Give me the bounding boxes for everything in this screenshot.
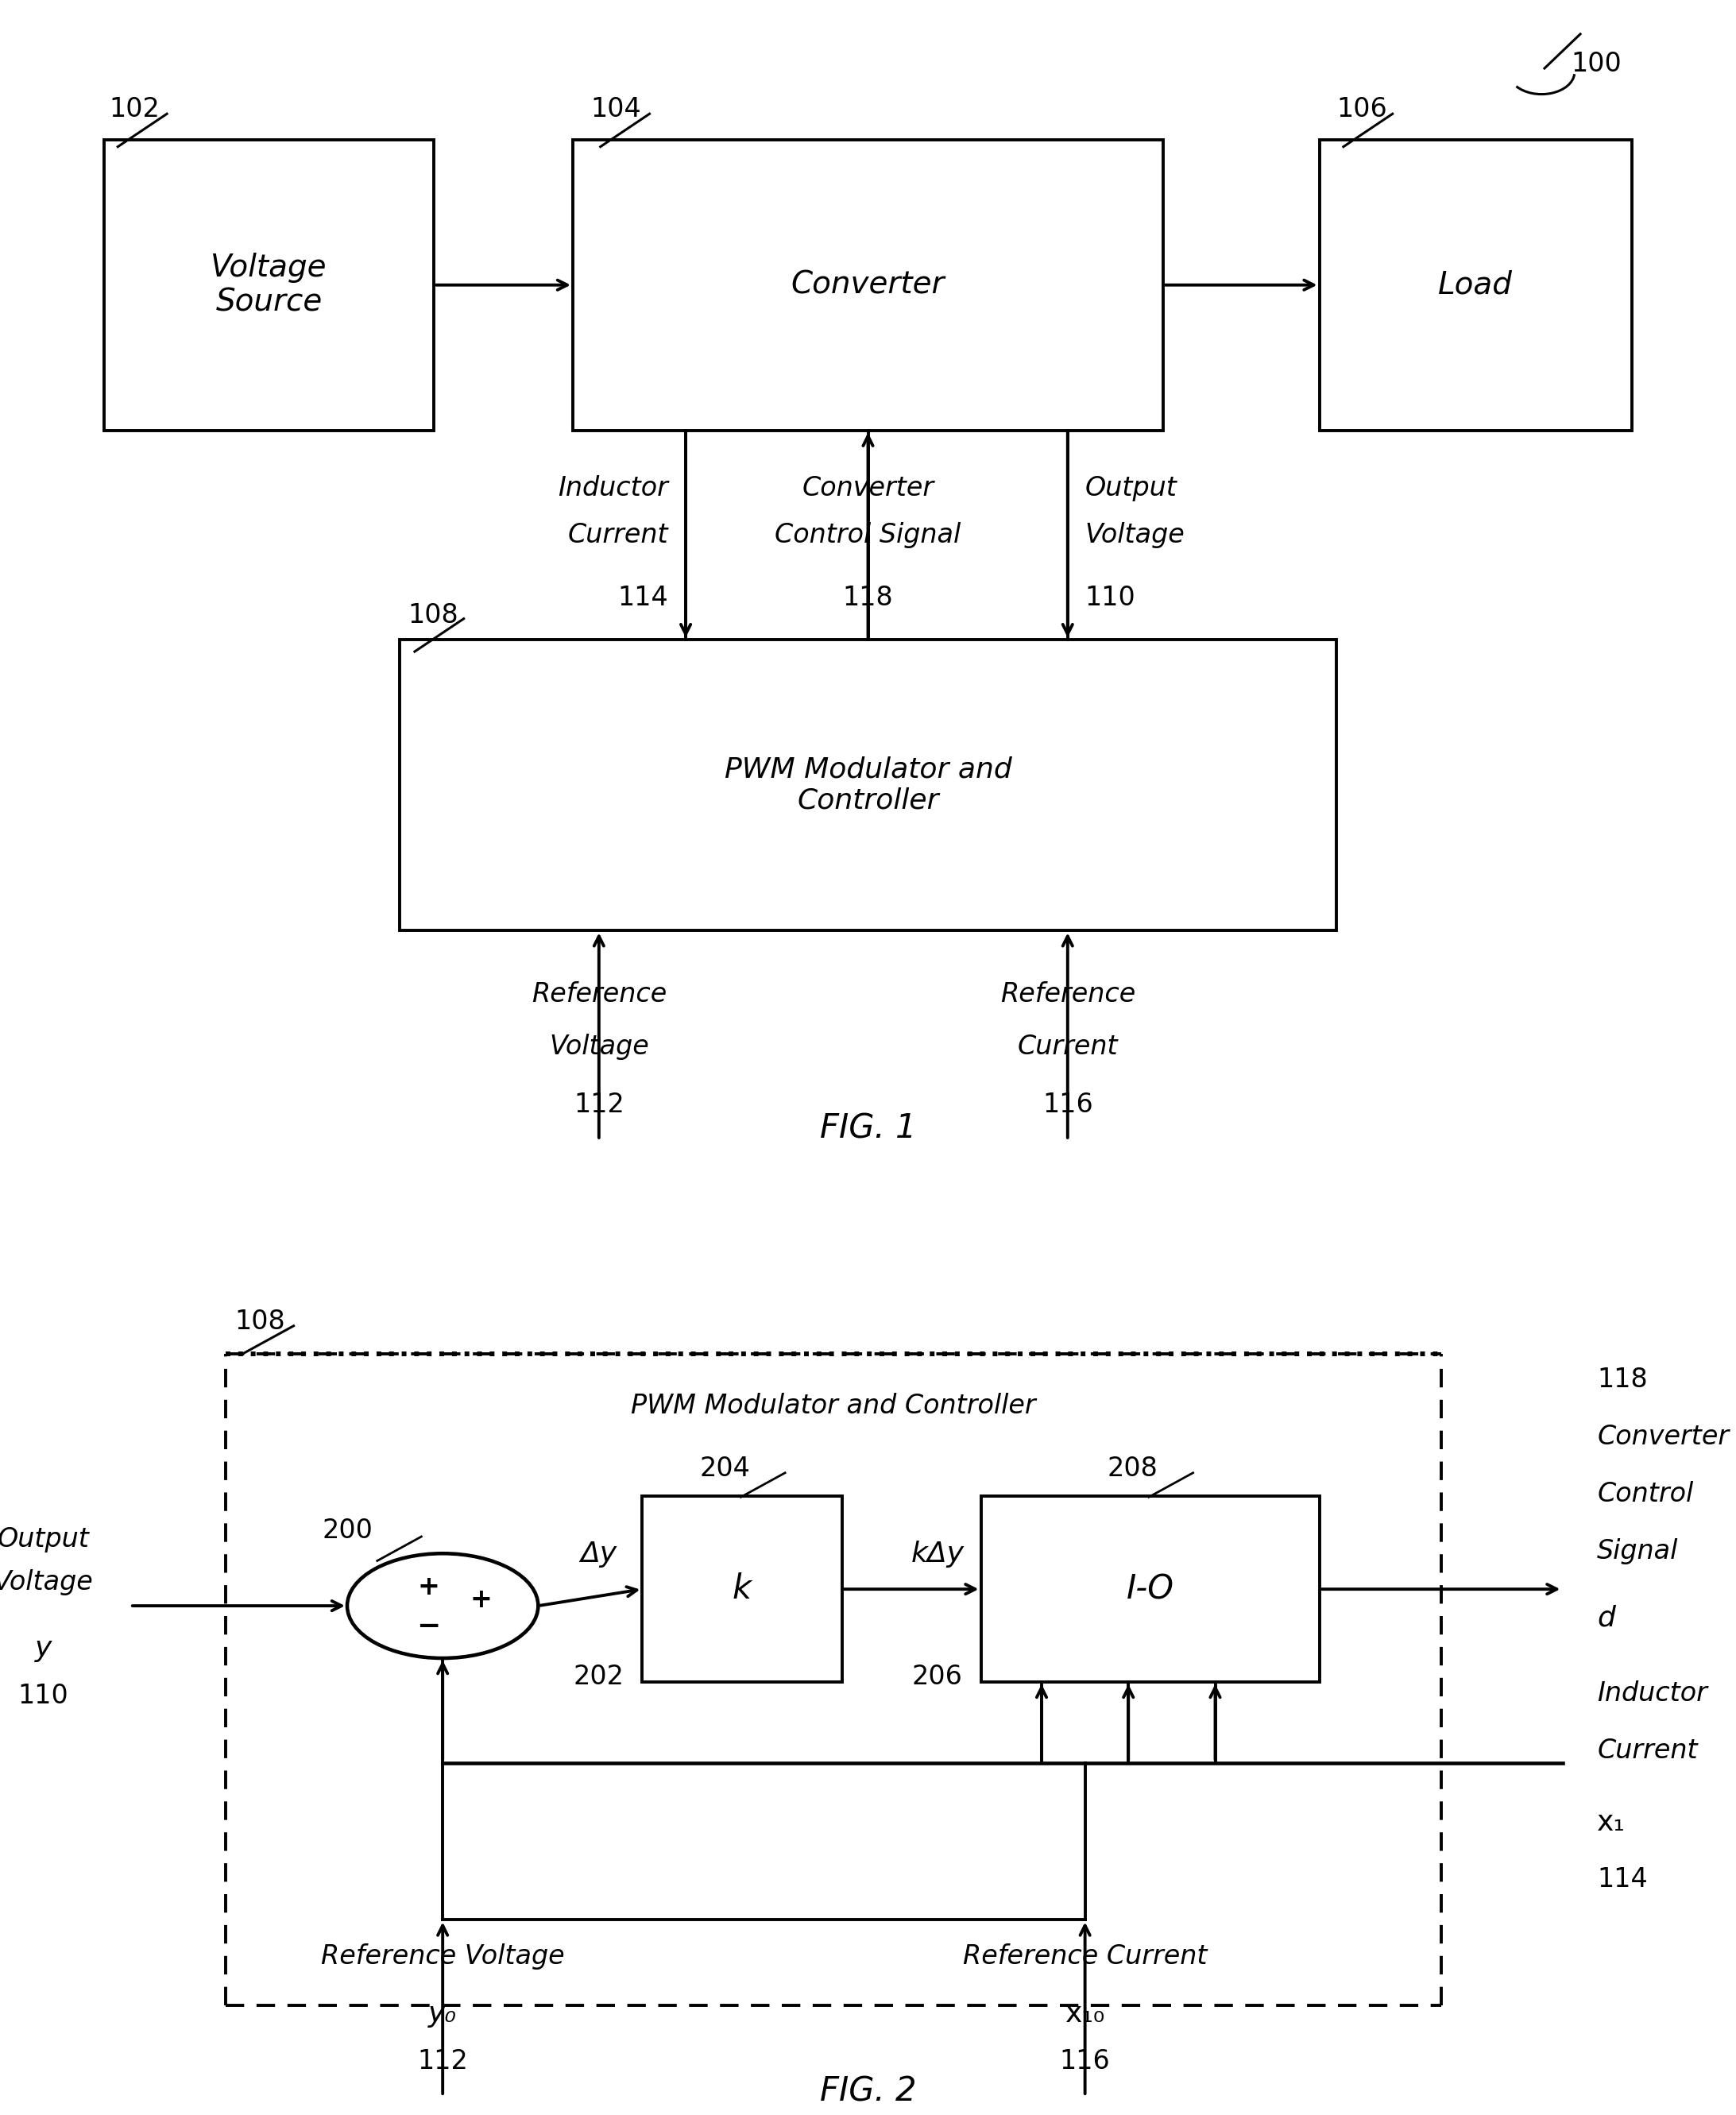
Text: Load: Load (1439, 271, 1512, 300)
Text: Voltage: Voltage (549, 1034, 649, 1060)
Text: 112: 112 (573, 1091, 625, 1119)
Text: Signal: Signal (1597, 1538, 1679, 1565)
Bar (573, 140, 1163, 431)
Text: Voltage
Source: Voltage Source (210, 252, 328, 317)
Text: d: d (1597, 1603, 1614, 1631)
Text: 200: 200 (321, 1519, 373, 1544)
Text: 204: 204 (700, 1455, 750, 1483)
Text: 116: 116 (1059, 2047, 1111, 2075)
Text: 112: 112 (417, 2047, 469, 2075)
Text: I-O: I-O (1127, 1571, 1174, 1605)
Text: Current: Current (1597, 1739, 1698, 1764)
Text: y: y (35, 1635, 52, 1662)
Text: Converter: Converter (802, 476, 934, 501)
Text: Voltage: Voltage (0, 1569, 94, 1595)
Text: PWM Modulator and
Controller: PWM Modulator and Controller (724, 755, 1012, 814)
Text: Δy: Δy (580, 1540, 618, 1567)
Text: Control: Control (1597, 1480, 1693, 1508)
Text: PWM Modulator and Controller: PWM Modulator and Controller (630, 1394, 1036, 1419)
Text: Voltage: Voltage (1085, 522, 1186, 548)
Text: Output: Output (1085, 476, 1177, 501)
Text: 206: 206 (911, 1665, 963, 1690)
Bar (399, 639, 1337, 931)
Text: 114: 114 (1597, 1865, 1647, 1893)
Text: 202: 202 (573, 1665, 625, 1690)
Bar (104, 140, 434, 431)
Text: 102: 102 (109, 95, 160, 123)
Bar (981, 1497, 1319, 1681)
Text: x₁: x₁ (1597, 1808, 1625, 1836)
Text: 108: 108 (234, 1309, 285, 1335)
Text: 110: 110 (17, 1684, 69, 1709)
Text: x₁₀: x₁₀ (1066, 2001, 1104, 2028)
Text: 106: 106 (1337, 95, 1387, 123)
Text: 110: 110 (1085, 584, 1135, 611)
Text: Converter: Converter (1597, 1423, 1729, 1451)
Text: Reference: Reference (1000, 981, 1135, 1007)
Bar (642, 1497, 842, 1681)
Text: 104: 104 (590, 95, 641, 123)
Text: Converter: Converter (792, 271, 944, 300)
Text: k: k (733, 1571, 752, 1605)
Text: FIG. 1: FIG. 1 (819, 1112, 917, 1144)
Text: Reference Voltage: Reference Voltage (321, 1944, 564, 1969)
Text: Current: Current (1017, 1034, 1118, 1060)
Text: kΔy: kΔy (911, 1540, 963, 1567)
Text: 108: 108 (408, 603, 458, 628)
Text: y₀: y₀ (429, 2001, 457, 2028)
Text: FIG. 2: FIG. 2 (819, 2075, 917, 2109)
Text: Output: Output (0, 1527, 90, 1552)
Text: 100: 100 (1571, 51, 1621, 76)
Text: +: + (418, 1574, 439, 1599)
Text: 116: 116 (1042, 1091, 1094, 1119)
Text: Inductor: Inductor (1597, 1681, 1708, 1707)
Text: Reference Current: Reference Current (963, 1944, 1207, 1969)
Text: 118: 118 (1597, 1366, 1647, 1394)
Text: Control Signal: Control Signal (774, 522, 962, 548)
Text: Reference: Reference (531, 981, 667, 1007)
Text: 118: 118 (842, 584, 894, 611)
Text: 114: 114 (618, 584, 668, 611)
Text: −: − (417, 1614, 441, 1641)
Text: Inductor: Inductor (557, 476, 668, 501)
Text: +: + (470, 1586, 491, 1614)
Text: 208: 208 (1108, 1455, 1158, 1483)
Bar (1319, 140, 1632, 431)
Text: Current: Current (568, 522, 668, 548)
